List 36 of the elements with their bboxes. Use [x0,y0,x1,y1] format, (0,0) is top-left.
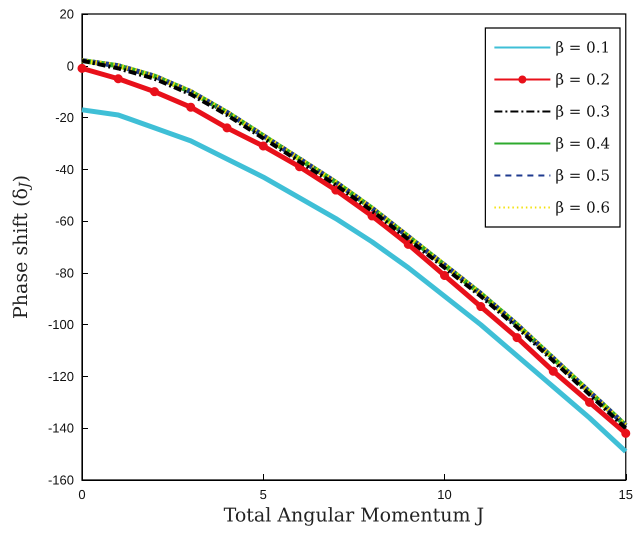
y-tick-label: -20 [55,110,74,126]
y-tick-label: -140 [48,420,74,436]
y-tick-label: 0 [66,58,74,74]
x-axis-title: Total Angular Momentum J [224,504,484,526]
y-tick-label: -60 [55,214,74,229]
x-tick-label: 5 [260,487,267,502]
point [512,333,522,342]
x-tick-label: 15 [618,487,634,502]
point [78,64,86,73]
point [440,270,450,280]
y-tick-label: -80 [55,265,74,280]
x-tick-label: 0 [78,487,86,502]
legend-label: β = 0.3 [555,102,610,120]
y-tick-label: -40 [55,162,74,177]
point [404,240,413,249]
point [621,428,630,438]
y-tick-label: -120 [48,368,74,384]
legend-label: β = 0.4 [555,134,610,152]
point [368,211,377,220]
y-tick-label: -100 [48,317,74,332]
x-tick-label: 10 [437,487,452,502]
legend-label: β = 0.2 [555,70,610,88]
point [186,102,196,112]
point [222,123,232,132]
point [548,366,558,376]
y-tick-label: -160 [48,472,74,488]
legend-label: β = 0.1 [555,38,610,56]
point [150,87,160,96]
point [114,74,123,84]
point [258,142,268,151]
point [476,302,486,312]
point [585,398,594,407]
y-tick-label: 20 [60,6,74,22]
y-axis-title: Phase shift (δJ) [10,174,33,320]
legend-label: β = 0.6 [555,198,610,216]
legend-label: β = 0.5 [555,166,610,184]
